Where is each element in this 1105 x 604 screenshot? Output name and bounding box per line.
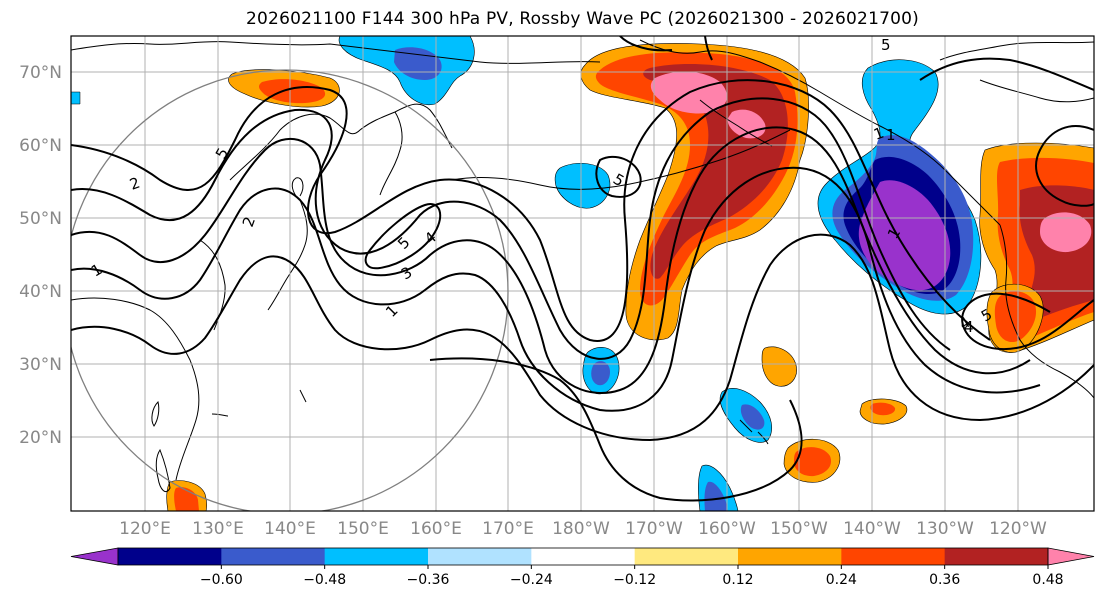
- longitude-labels: 120°E 130°E 140°E 150°E 160°E 170°E 180°…: [119, 519, 1047, 539]
- colorbar-segment: [944, 548, 1049, 565]
- pv-contour-inner-c: [919, 57, 1094, 91]
- lat-label: 30°N: [19, 355, 62, 375]
- plot-frame: [70, 35, 1095, 512]
- lat-label: 20°N: [19, 428, 62, 448]
- negative-anomaly-pacific-2-mid: [591, 361, 610, 386]
- negative-anomaly-south-mid: [704, 481, 728, 511]
- lon-label: 150°E: [337, 519, 389, 539]
- graticule: [71, 36, 1094, 511]
- pv-contour-ridge-2: [71, 97, 951, 360]
- colorbar-tick-label: 0.12: [722, 572, 753, 588]
- colorbar-segment: [118, 548, 222, 565]
- pv-contour-low-1: [429, 357, 803, 502]
- colorbar-tick-label: −0.24: [510, 572, 553, 588]
- colorbar-extend-max: [1047, 547, 1095, 566]
- positive-anomaly-pacific-2-red: [794, 447, 832, 477]
- colorbar-tick-label: −0.60: [200, 572, 243, 588]
- lon-label: 160°W: [698, 519, 756, 539]
- colorbar-tick-label: 0.36: [929, 572, 960, 588]
- contour-label: 4: [964, 318, 974, 336]
- lon-label: 130°E: [192, 519, 244, 539]
- colorbar-segment: [634, 548, 739, 565]
- positive-anomaly-california-red: [994, 291, 1037, 343]
- colorbar-tick-label: −0.48: [303, 572, 346, 588]
- lon-label: 140°W: [843, 519, 901, 539]
- colorbar-tick-label: 0.48: [1032, 572, 1063, 588]
- lon-label: 170°W: [625, 519, 683, 539]
- negative-anomaly-edge: [71, 91, 81, 105]
- pv-contour-ridge-3: [71, 126, 1031, 395]
- colorbar-segment: [221, 548, 326, 565]
- lat-label: 60°N: [19, 136, 62, 156]
- pv-contour-inner-e: [595, 155, 642, 198]
- colorbar-segments: [70, 547, 1095, 566]
- colorbar-segment: [738, 548, 842, 565]
- colorbar-tick-label: 0.24: [826, 572, 857, 588]
- positive-anomaly-pacific-1: [761, 346, 797, 387]
- pv-contour-inner-f: [704, 36, 713, 61]
- colorbar: −0.60 −0.48 −0.36 −0.24 −0.12 0.12 0.24 0.36 0.4…: [70, 547, 1095, 588]
- positive-anomaly-siberia-red: [259, 79, 326, 104]
- colorbar-segment: [324, 548, 429, 565]
- lat-label: 50°N: [19, 209, 62, 229]
- pv-contours: [71, 36, 1094, 502]
- pv-contour-inner-b: [961, 292, 1094, 351]
- lat-label: 70°N: [19, 63, 62, 83]
- colorbar-frame: [117, 547, 1049, 566]
- negative-anomaly-hawaii-mid: [740, 404, 765, 430]
- colorbar-segment: [428, 548, 532, 565]
- pv-contour-trough-5: [71, 233, 1094, 442]
- lon-label: 130°W: [916, 519, 974, 539]
- pv-contour-trough-4: [71, 166, 1041, 412]
- lat-label: 40°N: [19, 282, 62, 302]
- radius-circle: [71, 69, 509, 511]
- colorbar-segment: [841, 548, 946, 565]
- pv-contour-ridge-outer: [71, 79, 991, 342]
- pv-contour-inner-d: [1035, 125, 1094, 207]
- colorbar-tick-label: −0.12: [613, 572, 656, 588]
- pv-contour-inner-a: [364, 203, 442, 270]
- pv-contour-inner-g: [619, 36, 673, 52]
- lon-label: 120°W: [989, 519, 1047, 539]
- latitude-labels: 70°N 60°N 50°N 40°N 30°N 20°N: [19, 63, 62, 448]
- chart-title: 2026021100 F144 300 hPa PV, Rossby Wave …: [246, 9, 919, 29]
- lon-label: 150°W: [770, 519, 828, 539]
- colorbar-tick-label: −0.36: [407, 572, 450, 588]
- lon-label: 170°E: [482, 519, 534, 539]
- positive-anomaly-westcoast-pink: [1040, 212, 1092, 253]
- positive-anomaly-pacific-3-red: [870, 402, 896, 416]
- lon-label: 120°E: [119, 519, 171, 539]
- lon-label: 180°W: [552, 519, 610, 539]
- lon-label: 140°E: [264, 519, 316, 539]
- shading-layer: [71, 36, 1094, 511]
- contour-label: 5: [881, 36, 891, 54]
- colorbar-extend-min: [70, 547, 119, 566]
- lon-label: 160°E: [410, 519, 462, 539]
- colorbar-ticks: −0.60 −0.48 −0.36 −0.24 −0.12 0.12 0.24 0.36 0.4…: [200, 565, 1064, 588]
- colorbar-segment: [531, 548, 636, 565]
- negative-anomaly-gulf-alaska-purple: [858, 180, 951, 291]
- contour-label: 1: [886, 126, 896, 144]
